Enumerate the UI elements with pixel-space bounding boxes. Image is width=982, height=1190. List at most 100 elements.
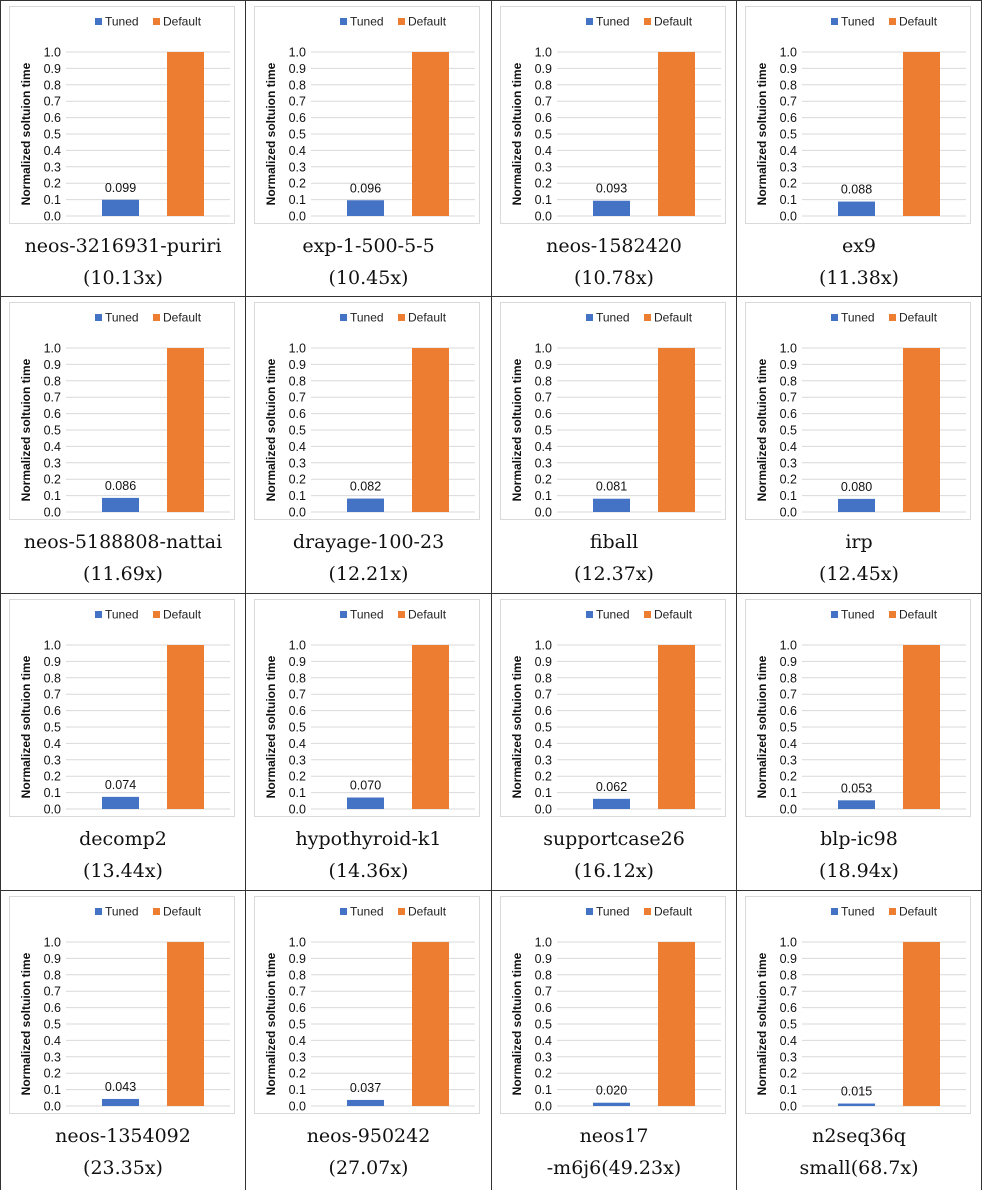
y-tick-label: 0.1 bbox=[535, 489, 552, 503]
bar-chart-svg: Tuned Default 0.0 0.1 0.2 0.3 0.4 0.5 0.6 0.7 0.8 0… bbox=[510, 311, 721, 520]
y-tick-label: 0.4 bbox=[289, 440, 306, 454]
chart-panel: Tuned Default 0.0 0.1 0.2 0.3 0.4 0.5 0.6 0.7 0.8 0… bbox=[254, 599, 480, 817]
bar-chart-svg: Tuned Default 0.0 0.1 0.2 0.3 0.4 0.5 0.6 0.7 0.8 0… bbox=[19, 311, 230, 520]
bar-data-label: 0.080 bbox=[841, 480, 872, 494]
caption-speedup: (11.38x) bbox=[819, 267, 899, 289]
chart-legend: Tuned Default bbox=[586, 311, 693, 325]
bar-tuned bbox=[347, 1099, 384, 1106]
y-tick-label: 0.7 bbox=[44, 688, 61, 702]
y-tick-label: 0.7 bbox=[289, 95, 306, 109]
chart-cell: Tuned Default 0.0 0.1 0.2 0.3 0.4 0.5 0.6 0.7 0.8 0… bbox=[0, 0, 246, 297]
y-axis-label: Normalized soltuion time bbox=[510, 952, 524, 1095]
y-tick-label: 0.5 bbox=[289, 424, 306, 438]
chart-cell: Tuned Default 0.0 0.1 0.2 0.3 0.4 0.5 0.6 0.7 0.8 0… bbox=[492, 0, 737, 297]
caption-speedup: (27.07x) bbox=[328, 1157, 409, 1179]
bar-chart-svg: Tuned Default 0.0 0.1 0.2 0.3 0.4 0.5 0.6 0.7 0.8 0… bbox=[264, 905, 475, 1114]
bar-data-label: 0.062 bbox=[596, 780, 627, 794]
y-tick-label: 0.8 bbox=[535, 671, 552, 685]
legend-swatch-tuned bbox=[586, 908, 593, 915]
chart-legend: Tuned Default bbox=[95, 311, 202, 325]
caption-instance-name: blp-ic98 bbox=[820, 828, 898, 850]
legend-label-tuned: Tuned bbox=[841, 905, 875, 919]
y-tick-label: 0.7 bbox=[535, 985, 552, 999]
chart-caption: exp-1-500-5-5 (10.45x) bbox=[246, 230, 491, 294]
legend-label-default: Default bbox=[899, 905, 938, 919]
y-tick-label: 0.0 bbox=[44, 803, 61, 817]
chart-panel: Tuned Default 0.0 0.1 0.2 0.3 0.4 0.5 0.6 0.7 0.8 0… bbox=[745, 6, 971, 224]
y-tick-label: 0.5 bbox=[535, 128, 552, 142]
y-tick-label: 0.1 bbox=[289, 489, 306, 503]
chart-cell: Tuned Default 0.0 0.1 0.2 0.3 0.4 0.5 0.6 0.7 0.8 0… bbox=[246, 297, 492, 594]
y-tick-label: 0.2 bbox=[780, 473, 797, 487]
bar-chart-svg: Tuned Default 0.0 0.1 0.2 0.3 0.4 0.5 0.6 0.7 0.8 0… bbox=[19, 15, 230, 224]
legend-swatch-tuned bbox=[831, 908, 838, 915]
y-tick-label: 1.0 bbox=[289, 342, 306, 356]
y-tick-label: 0.3 bbox=[44, 160, 61, 174]
bar-tuned bbox=[347, 200, 384, 216]
y-axis-label: Normalized soltuion time bbox=[264, 358, 278, 501]
chart-caption: irp (12.45x) bbox=[737, 526, 981, 590]
chart-legend: Tuned Default bbox=[831, 608, 938, 622]
y-axis-label: Normalized soltuion time bbox=[510, 655, 524, 798]
y-tick-label: 0.9 bbox=[289, 62, 306, 76]
y-tick-label: 0.1 bbox=[44, 489, 61, 503]
caption-speedup: (10.13x) bbox=[83, 267, 163, 289]
y-tick-label: 0.5 bbox=[44, 1018, 61, 1032]
chart-caption: neos-1582420 (10.78x) bbox=[492, 230, 736, 294]
bar-chart-svg: Tuned Default 0.0 0.1 0.2 0.3 0.4 0.5 0.6 0.7 0.8 0… bbox=[510, 905, 721, 1114]
legend-label-default: Default bbox=[899, 15, 938, 29]
bar-data-label: 0.093 bbox=[596, 182, 627, 196]
legend-swatch-default bbox=[889, 18, 896, 25]
y-tick-label: 0.6 bbox=[780, 704, 797, 718]
y-tick-label: 0.2 bbox=[289, 473, 306, 487]
bar-tuned bbox=[838, 1103, 875, 1106]
chart-panel: Tuned Default 0.0 0.1 0.2 0.3 0.4 0.5 0.6 0.7 0.8 0… bbox=[745, 896, 971, 1114]
chart-panel: Tuned Default 0.0 0.1 0.2 0.3 0.4 0.5 0.6 0.7 0.8 0… bbox=[254, 302, 480, 520]
chart-legend: Tuned Default bbox=[340, 15, 447, 29]
y-tick-label: 0.8 bbox=[44, 78, 61, 92]
y-tick-label: 0.9 bbox=[535, 952, 552, 966]
caption-speedup: (18.94x) bbox=[819, 860, 899, 882]
y-tick-label: 0.2 bbox=[289, 770, 306, 784]
y-tick-label: 0.7 bbox=[289, 985, 306, 999]
y-tick-label: 0.3 bbox=[289, 1050, 306, 1064]
bar-data-label: 0.096 bbox=[350, 181, 381, 195]
chart-cell: Tuned Default 0.0 0.1 0.2 0.3 0.4 0.5 0.6 0.7 0.8 0… bbox=[737, 594, 982, 891]
y-tick-label: 0.4 bbox=[780, 737, 797, 751]
legend-label-tuned: Tuned bbox=[841, 15, 875, 29]
y-tick-label: 0.8 bbox=[44, 968, 61, 982]
y-tick-label: 0.9 bbox=[289, 952, 306, 966]
y-tick-label: 0.5 bbox=[44, 721, 61, 735]
y-axis-label: Normalized soltuion time bbox=[510, 62, 524, 205]
y-tick-label: 0.3 bbox=[289, 456, 306, 470]
y-tick-label: 0.0 bbox=[44, 210, 61, 224]
y-tick-label: 1.0 bbox=[44, 936, 61, 950]
y-tick-label: 0.0 bbox=[289, 1100, 306, 1114]
y-tick-label: 0.7 bbox=[780, 95, 797, 109]
legend-label-tuned: Tuned bbox=[350, 311, 384, 325]
legend-label-default: Default bbox=[654, 15, 693, 29]
legend-label-tuned: Tuned bbox=[105, 608, 139, 622]
y-tick-label: 1.0 bbox=[535, 639, 552, 653]
bar-default bbox=[903, 348, 940, 512]
legend-label-tuned: Tuned bbox=[350, 608, 384, 622]
y-tick-label: 0.7 bbox=[44, 391, 61, 405]
y-tick-label: 0.3 bbox=[780, 456, 797, 470]
y-tick-label: 0.5 bbox=[780, 128, 797, 142]
legend-label-tuned: Tuned bbox=[841, 311, 875, 325]
chart-legend: Tuned Default bbox=[95, 905, 202, 919]
chart-panel: Tuned Default 0.0 0.1 0.2 0.3 0.4 0.5 0.6 0.7 0.8 0… bbox=[500, 302, 726, 520]
chart-caption: supportcase26 (16.12x) bbox=[492, 823, 736, 887]
chart-legend: Tuned Default bbox=[586, 608, 693, 622]
chart-cell: Tuned Default 0.0 0.1 0.2 0.3 0.4 0.5 0.6 0.7 0.8 0… bbox=[492, 297, 737, 594]
y-tick-label: 0.6 bbox=[535, 1001, 552, 1015]
y-tick-label: 0.2 bbox=[535, 770, 552, 784]
y-axis-label: Normalized soltuion time bbox=[755, 952, 769, 1095]
y-tick-label: 0.9 bbox=[535, 62, 552, 76]
y-tick-label: 0.3 bbox=[44, 1050, 61, 1064]
chart-cell: Tuned Default 0.0 0.1 0.2 0.3 0.4 0.5 0.6 0.7 0.8 0… bbox=[492, 594, 737, 891]
legend-label-tuned: Tuned bbox=[105, 905, 139, 919]
y-axis-label: Normalized soltuion time bbox=[19, 358, 33, 501]
chart-legend: Tuned Default bbox=[586, 905, 693, 919]
legend-swatch-default bbox=[153, 18, 160, 25]
